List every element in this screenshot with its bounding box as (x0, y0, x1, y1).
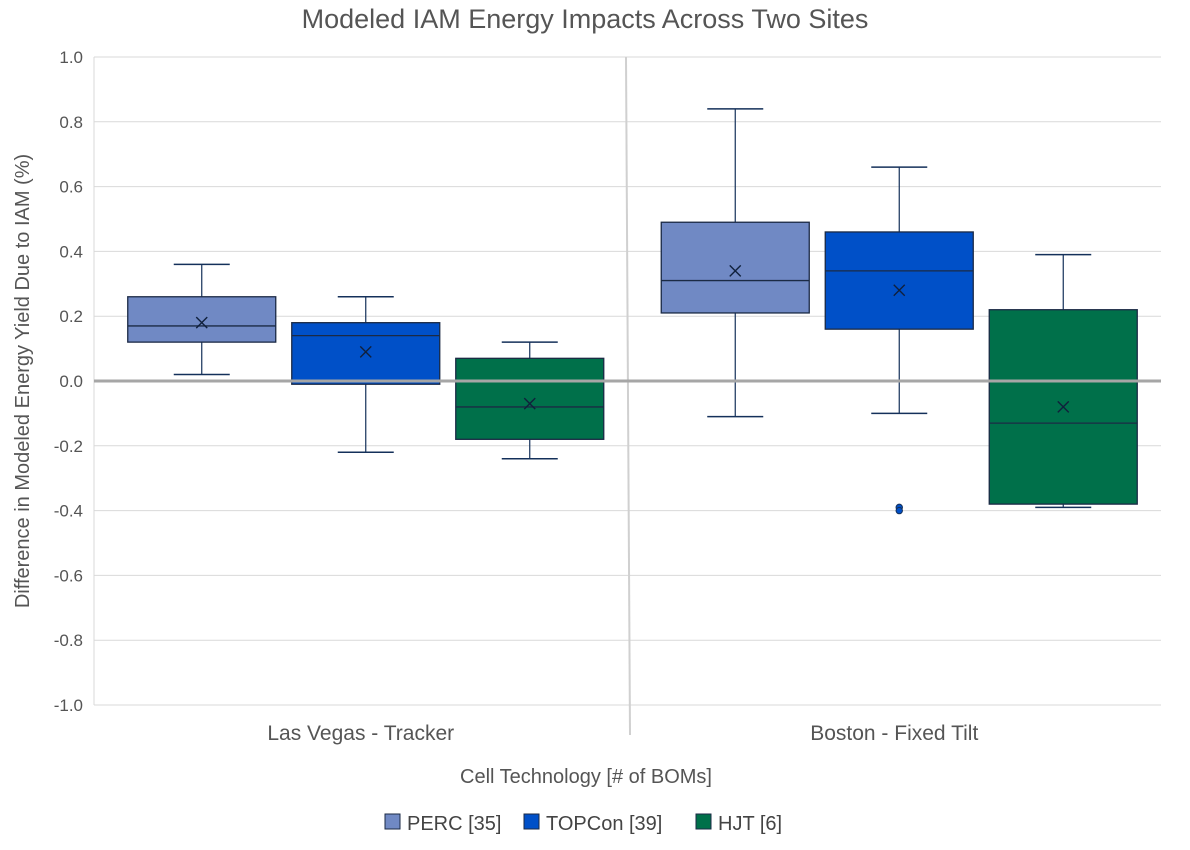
legend-swatch (695, 813, 712, 830)
chart-title: Modeled IAM Energy Impacts Across Two Si… (301, 4, 869, 34)
box-series (94, 108, 1161, 515)
legend: PERC [35] TOPCon [39] HJT [6] (384, 813, 782, 835)
legend-swatch (523, 813, 540, 830)
iqr-box (824, 231, 974, 330)
box-TOPCon [39] (291, 296, 441, 454)
box-PERC [35] (127, 263, 277, 376)
y-tick-label: 0.6 (59, 178, 83, 197)
iqr-box (127, 296, 277, 343)
legend-swatch (384, 813, 401, 830)
iqr-box (660, 221, 810, 314)
category-label: Boston - Fixed Tilt (810, 722, 978, 745)
mean-marker (893, 284, 906, 297)
mean-marker (729, 264, 742, 277)
category-labels: Las Vegas - Tracker Boston - Fixed Tilt (267, 722, 978, 745)
y-tick-label: -0.2 (54, 437, 83, 456)
iqr-box (455, 357, 605, 440)
category-separator (625, 56, 631, 736)
y-axis-title: Difference in Modeled Energy Yield Due t… (12, 154, 34, 608)
y-tick-label: -1.0 (54, 696, 83, 715)
y-tick-label: 0.8 (59, 113, 83, 132)
y-tick-label: 0.0 (59, 372, 83, 391)
mean-marker (359, 345, 372, 358)
y-tick-label: -0.8 (54, 631, 83, 650)
legend-label: TOPCon [39] (546, 813, 662, 835)
legend-label: PERC [35] (407, 813, 501, 835)
box-PERC [35] (660, 108, 810, 418)
category-label: Las Vegas - Tracker (267, 722, 454, 745)
box-HJT [6] (455, 341, 605, 460)
y-tick-label: 0.4 (59, 242, 83, 261)
y-tick-label: 0.2 (59, 307, 83, 326)
y-tick-label: -0.6 (54, 566, 83, 585)
mean-marker (1057, 400, 1070, 413)
legend-label: HJT [6] (718, 813, 782, 835)
box-TOPCon [39] (824, 166, 974, 515)
mean-marker (195, 316, 208, 329)
y-tick-label: 1.0 (59, 48, 83, 67)
iqr-box (291, 322, 441, 385)
outlier-point (895, 506, 903, 515)
box-HJT [6] (988, 253, 1138, 509)
y-tick-labels: 1.0 0.8 0.6 0.4 0.2 0.0 -0.2 -0.4 -0.6 -0.8 -1.0 (54, 48, 83, 715)
y-tick-label: -0.4 (54, 502, 83, 521)
mean-marker (523, 397, 536, 410)
x-axis-title: Cell Technology [# of BOMs] (460, 766, 712, 788)
